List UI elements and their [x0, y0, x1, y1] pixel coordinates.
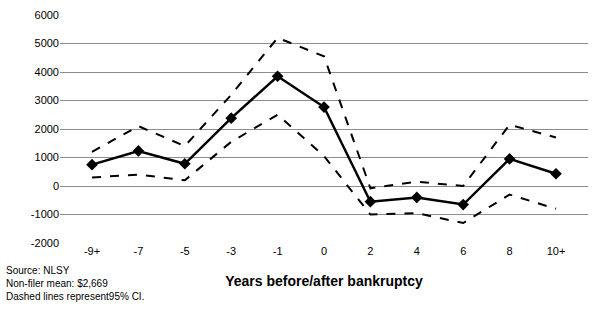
svg-text:0: 0 — [321, 245, 327, 257]
svg-text:Dashed lines represent95% CI.: Dashed lines represent95% CI. — [6, 291, 144, 302]
svg-text:6000: 6000 — [35, 9, 59, 21]
svg-text:Years before/after bankruptcy: Years before/after bankruptcy — [225, 273, 423, 289]
svg-text:-2000: -2000 — [31, 237, 59, 249]
svg-text:4000: 4000 — [35, 66, 59, 78]
svg-text:2000: 2000 — [35, 123, 59, 135]
svg-text:8: 8 — [507, 245, 513, 257]
svg-text:-9+: -9+ — [84, 245, 100, 257]
svg-text:10+: 10+ — [547, 245, 566, 257]
svg-text:4: 4 — [414, 245, 420, 257]
svg-text:5000: 5000 — [35, 37, 59, 49]
svg-text:6: 6 — [460, 245, 466, 257]
svg-text:Source: NLSY: Source: NLSY — [6, 265, 70, 276]
svg-text:2: 2 — [367, 245, 373, 257]
svg-text:3000: 3000 — [35, 94, 59, 106]
svg-text:-3: -3 — [226, 245, 236, 257]
svg-text:-1000: -1000 — [31, 208, 59, 220]
svg-text:0: 0 — [53, 180, 59, 192]
svg-text:1000: 1000 — [35, 151, 59, 163]
svg-text:-1: -1 — [273, 245, 283, 257]
svg-text:-5: -5 — [180, 245, 190, 257]
svg-text:Non-filer mean: $2,669: Non-filer mean: $2,669 — [6, 278, 108, 289]
svg-text:-7: -7 — [134, 245, 144, 257]
